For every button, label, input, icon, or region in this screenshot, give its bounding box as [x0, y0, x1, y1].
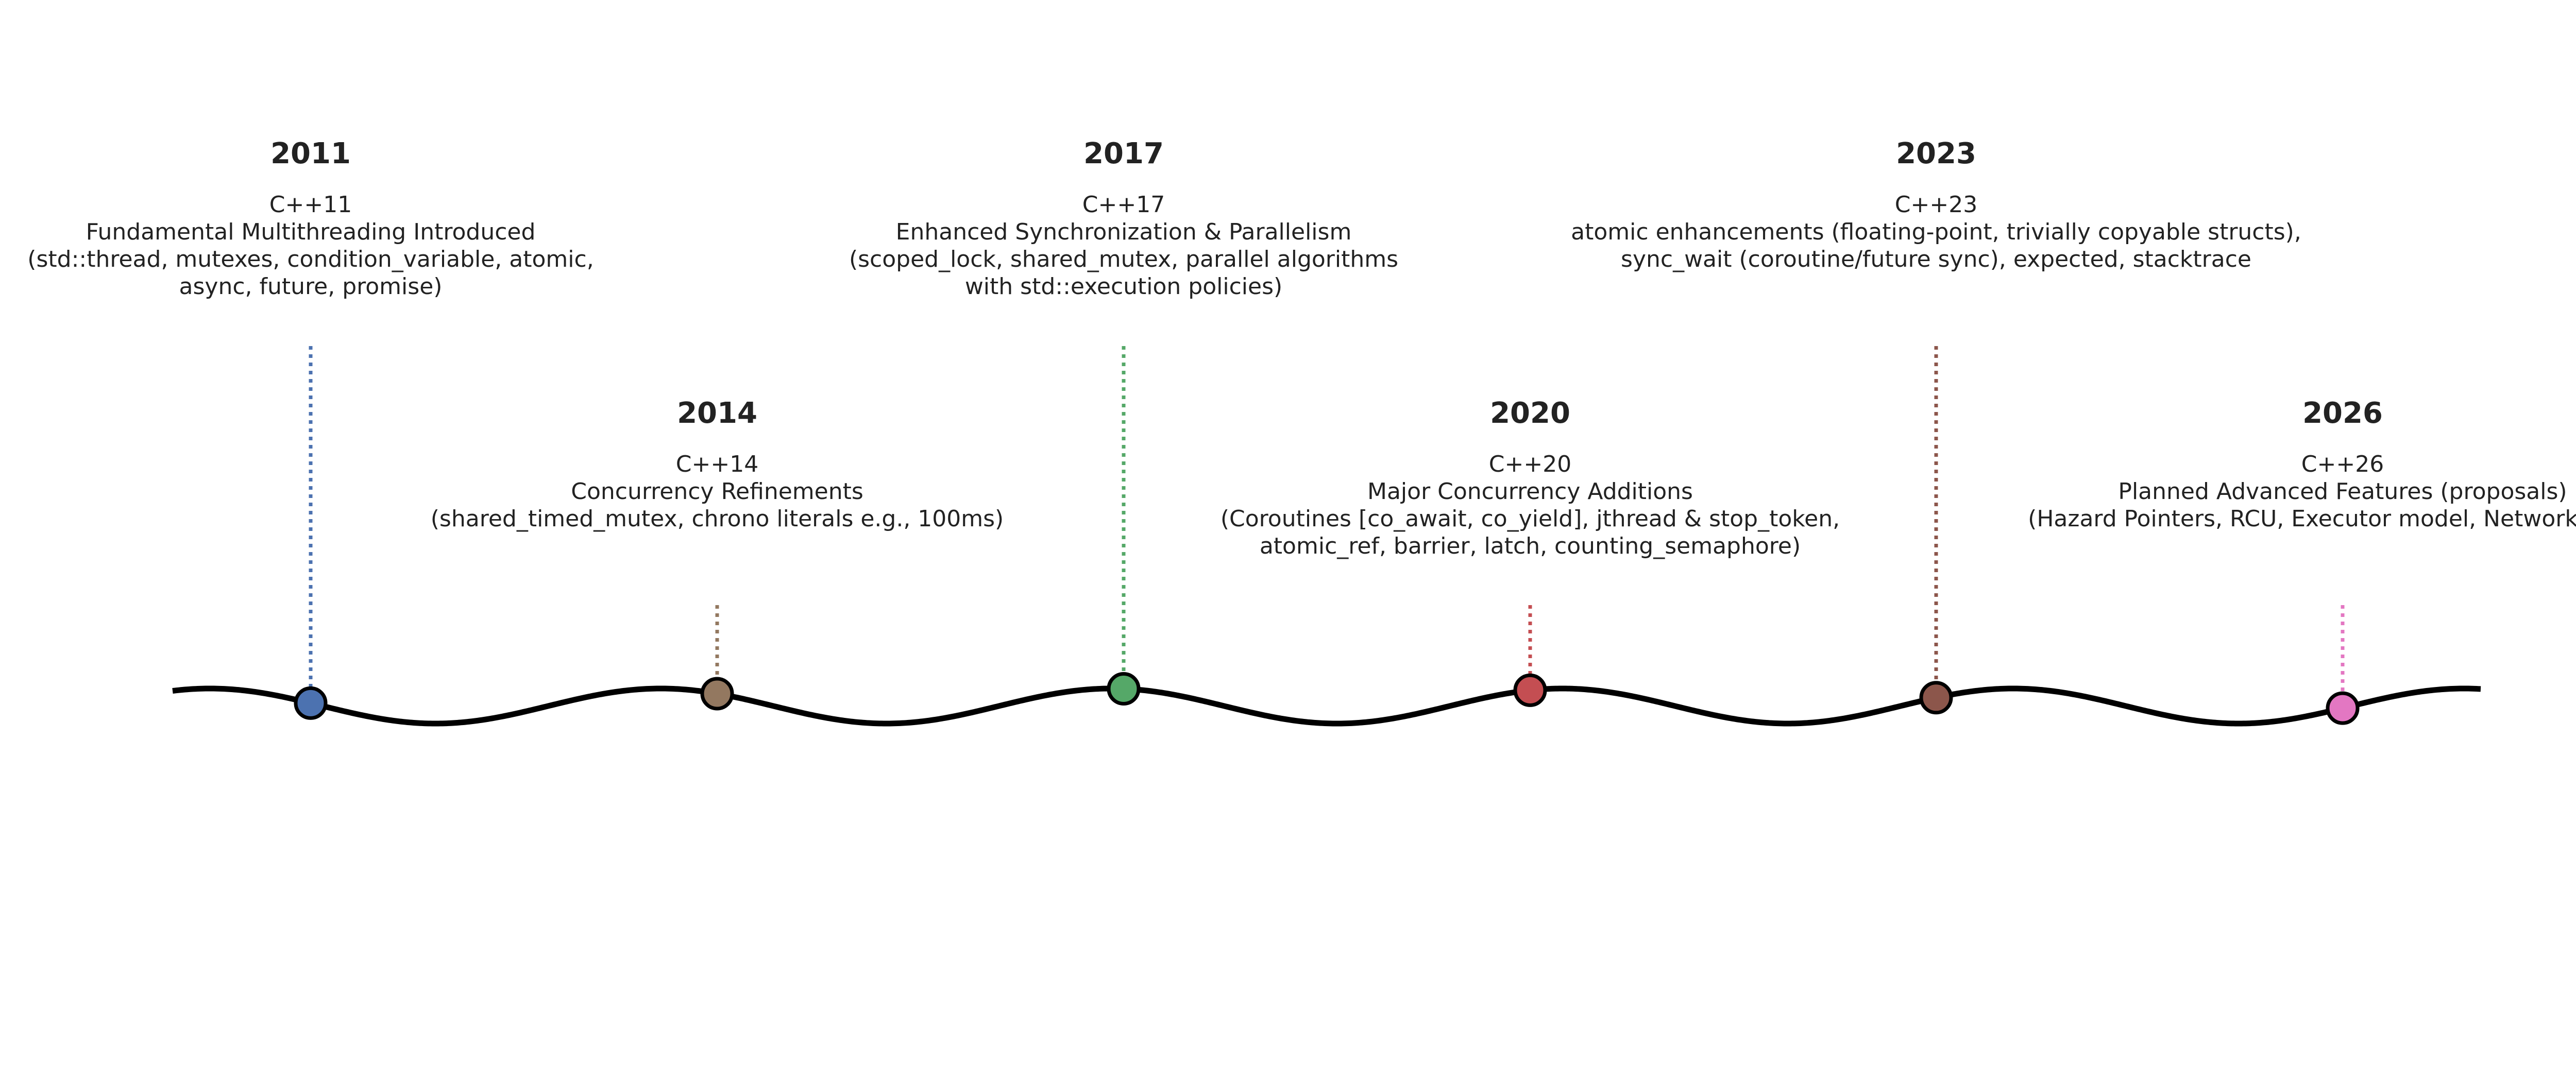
milestone-description-line: with std::execution policies): [965, 273, 1282, 300]
milestone-marker-2017: [1107, 672, 1141, 706]
milestone-description-line: (Hazard Pointers, RCU, Executor model, N…: [2028, 506, 2576, 532]
milestone-markers: [294, 672, 2360, 725]
milestone-year-2011: 2011: [270, 137, 351, 170]
milestone-year-2017: 2017: [1083, 137, 1164, 170]
milestone-description-line: (Coroutines [co_await, co_yield], jthrea…: [1221, 506, 1840, 532]
milestone-marker-2026: [2326, 691, 2360, 725]
milestone-description-line: C++23: [1895, 192, 1977, 218]
milestone-description-line: C++20: [1489, 451, 1571, 477]
milestone-description-line: C++11: [269, 192, 352, 218]
milestone-description-line: C++17: [1082, 192, 1165, 218]
milestone-description-line: Enhanced Synchronization & Parallelism: [896, 219, 1352, 245]
milestone-year-2023: 2023: [1896, 137, 1976, 170]
milestone-year-2026: 2026: [2302, 397, 2383, 430]
timeline-wave-line: [172, 685, 2481, 727]
milestone-year-2020: 2020: [1490, 397, 1570, 430]
milestone-stems: [309, 346, 2345, 693]
milestone-description-line: atomic_ref, barrier, latch, counting_sem…: [1260, 533, 1801, 559]
milestone-description-line: Concurrency Refinements: [571, 478, 863, 505]
milestone-description-line: Major Concurrency Additions: [1367, 478, 1693, 505]
milestone-description-line: sync_wait (coroutine/future sync), expec…: [1621, 246, 2251, 272]
milestone-marker-2023: [1919, 681, 1953, 715]
milestone-description-line: C++26: [2301, 451, 2384, 477]
milestone-description-line: Planned Advanced Features (proposals): [2118, 478, 2567, 505]
milestone-description-line: async, future, promise): [179, 273, 443, 300]
milestone-marker-2014: [700, 677, 734, 711]
milestone-year-2014: 2014: [677, 397, 757, 430]
milestone-description-line: atomic enhancements (floating-point, tri…: [1571, 219, 2301, 245]
milestone-description-line: Fundamental Multithreading Introduced: [86, 219, 536, 245]
milestone-marker-2011: [294, 686, 328, 720]
milestone-description-line: (std::thread, mutexes, condition_variabl…: [27, 246, 594, 272]
milestone-description-line: C++14: [676, 451, 758, 477]
milestone-description-line: (scoped_lock, shared_mutex, parallel alg…: [849, 246, 1398, 272]
milestone-description-line: (shared_timed_mutex, chrono literals e.g…: [431, 506, 1004, 532]
milestone-marker-2020: [1513, 673, 1547, 707]
